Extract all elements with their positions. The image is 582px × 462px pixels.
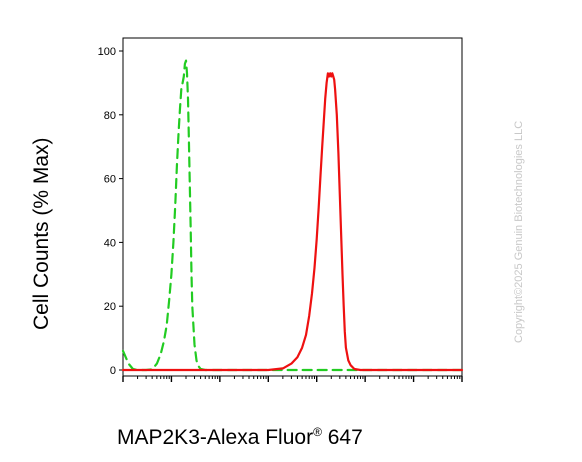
dashed-histogram-curve [121,59,464,372]
y-tick-label: 0 [110,365,116,377]
registered-mark: ® [313,425,322,439]
y-tick-label: 40 [104,237,116,249]
y-axis-label: Cell Counts (% Max) [30,137,53,330]
series-layer [121,59,464,372]
y-tick-label: 80 [104,110,116,122]
y-tick-label: 60 [104,174,116,186]
solid-histogram-curve [121,72,464,372]
y-axis: 0 20 40 60 80 100 [98,46,123,377]
y-tick-label: 20 [104,301,116,313]
y-tick-label: 100 [98,46,116,58]
x-axis-label: MAP2K3-Alexa Fluor® 647 [117,425,363,450]
plot-frame [122,37,463,377]
x-axis-label-text: MAP2K3-Alexa Fluor [117,426,314,449]
x-axis [122,376,463,382]
x-axis-label-suffix: 647 [321,426,363,449]
copyright-watermark: Copyright©2025 Genuin Biotechnologies LL… [513,120,525,343]
plot-border [122,37,463,377]
